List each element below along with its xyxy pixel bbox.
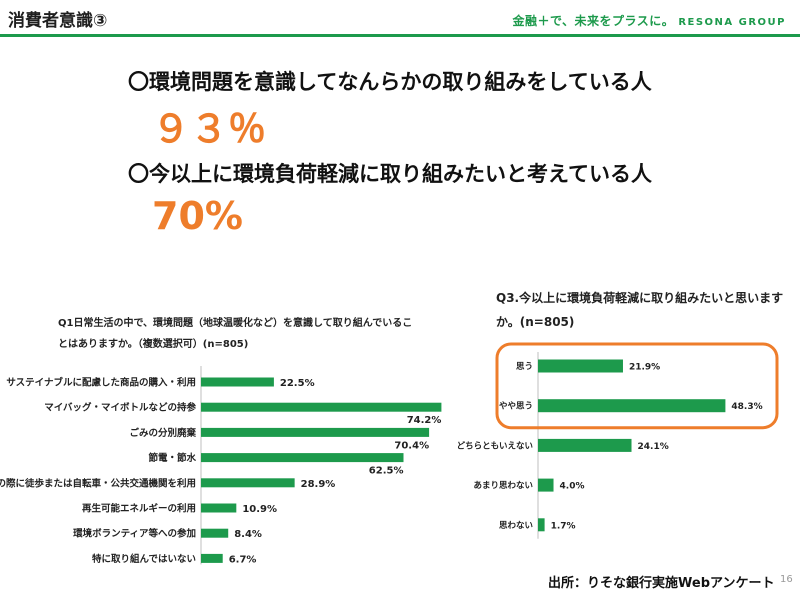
q1-bar — [201, 453, 404, 463]
q3-category-label: あまり思わない — [473, 481, 533, 491]
q3-category-label: 思わない — [499, 521, 533, 531]
q3-highlight-box — [495, 342, 779, 430]
q3-bar — [538, 399, 726, 413]
statement-1: 〇環境問題を意識してなんらかの取り組みをしている人 — [128, 70, 652, 94]
q3-bar — [538, 478, 554, 492]
q1-bar — [201, 427, 430, 437]
q3-value-label: 1.7% — [551, 521, 576, 531]
q1-category-label: 環境ボランティア等への参加 — [73, 528, 196, 540]
q1-bar — [201, 377, 274, 387]
q3-category-label: どちらともいえない — [457, 440, 533, 451]
q1-bar — [201, 402, 442, 412]
q1-value-label: 6.7% — [229, 554, 257, 565]
q1-category-label: 移動の際に徒歩または自転車・公共交通機関を利用 — [0, 477, 196, 489]
q1-bar — [201, 553, 223, 563]
q3-value-label: 24.1% — [638, 442, 669, 452]
source-note: 出所：りそな銀行実施Webアンケート — [548, 576, 775, 591]
q1-category-label: 特に取り組んではいない — [92, 553, 196, 565]
q1-value-label: 62.5% — [369, 466, 404, 477]
q1-value-label: 28.9% — [301, 479, 336, 490]
title-underline — [0, 34, 800, 37]
brand-logo: 金融＋で、未来をプラスに。 RESONA GROUP — [513, 12, 786, 29]
q3-category-label: 思う — [516, 362, 533, 372]
q1-value-label: 70.4% — [394, 440, 429, 451]
q3-bar — [538, 438, 632, 452]
q3-value-label: 4.0% — [560, 482, 585, 492]
q3-value-label: 21.9% — [629, 363, 660, 373]
q1-value-label: 74.2% — [407, 415, 442, 426]
page-number: 16 — [780, 574, 793, 585]
q1-category-label: サステイナブルに配慮した商品の購入・利用 — [6, 377, 196, 389]
q1-category-label: 節電・節水 — [147, 452, 196, 464]
q3-chart-title: Q3.今以上に環境負荷軽減に取り組みたいと思いますか。(n=805) — [496, 291, 784, 329]
q3-bar — [538, 518, 545, 532]
q1-value-label: 10.9% — [242, 504, 277, 515]
q1-category-label: マイバッグ・マイボトルなどの持参 — [44, 402, 196, 414]
statement-2: 〇今以上に環境負荷軽減に取り組みたいと考えている人 — [128, 162, 652, 186]
statement-2-percent: 70% — [152, 194, 243, 238]
q1-category-label: 再生可能エネルギーの利用 — [82, 503, 196, 515]
q1-bar — [201, 503, 237, 513]
q3-bar — [538, 359, 623, 373]
q1-value-label: 8.4% — [234, 529, 262, 540]
q3-value-label: 48.3% — [731, 402, 762, 412]
statement-1-percent: ９３％ — [152, 107, 267, 151]
q1-chart-title: Q1日常生活の中で、環境問題（地球温暖化など）を意識して取り組んでいることはあり… — [58, 318, 413, 350]
q1-bar — [201, 478, 295, 488]
q3-category-label: やや思う — [499, 401, 533, 412]
slide-title: 消費者意識③ — [8, 11, 108, 31]
brand-group: RESONA GROUP — [678, 17, 786, 28]
q1-bar — [201, 528, 229, 538]
q1-category-label: ごみの分別廃棄 — [129, 427, 196, 439]
brand-tagline: 金融＋で、未来をプラスに。 — [512, 14, 675, 28]
q1-value-label: 22.5% — [280, 378, 315, 389]
